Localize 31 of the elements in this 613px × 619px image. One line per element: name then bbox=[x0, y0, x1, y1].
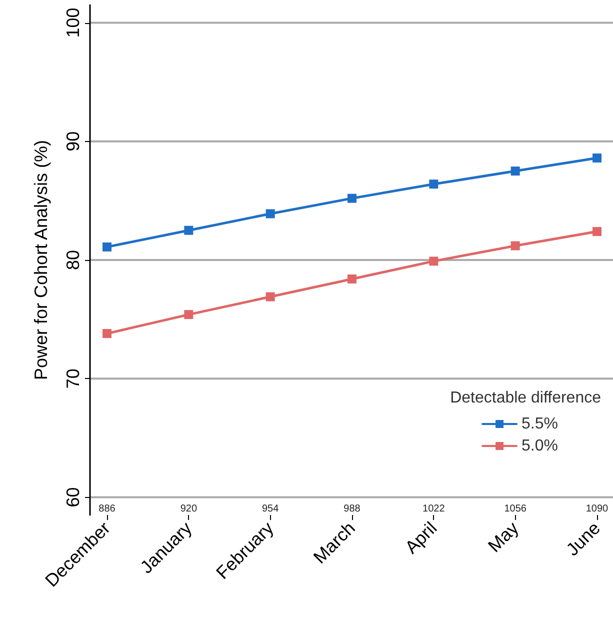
y-tick-label: 80 bbox=[63, 250, 83, 270]
point bbox=[348, 194, 356, 203]
y-tick-label: 100 bbox=[63, 8, 83, 38]
annotation: 920 bbox=[180, 504, 198, 514]
annotation: 1056 bbox=[504, 504, 527, 514]
point bbox=[348, 274, 356, 284]
legend-label: 5.0% bbox=[522, 438, 558, 454]
point bbox=[510, 241, 520, 250]
point bbox=[184, 226, 194, 235]
point bbox=[266, 209, 275, 218]
annotation: 954 bbox=[262, 504, 280, 514]
point bbox=[266, 292, 275, 302]
point bbox=[429, 180, 438, 189]
annotation: 886 bbox=[98, 504, 116, 514]
y-tick-label: 60 bbox=[63, 487, 83, 508]
point bbox=[102, 242, 112, 252]
annotation: 988 bbox=[344, 504, 361, 514]
legend-title: Detectable difference bbox=[450, 390, 602, 406]
y-tick-label: 90 bbox=[63, 131, 83, 152]
point bbox=[592, 154, 602, 162]
annotation: 1022 bbox=[422, 504, 446, 514]
point bbox=[510, 166, 520, 176]
y-tick-label: 70 bbox=[63, 368, 83, 389]
point bbox=[429, 256, 438, 266]
x-tick-label: May bbox=[484, 518, 522, 556]
y-axis-title: Power for Cohort Analysis (%) bbox=[31, 140, 51, 380]
point bbox=[102, 329, 112, 338]
legend-label: 5.5% bbox=[522, 416, 558, 432]
annotation: 1090 bbox=[586, 504, 609, 514]
point bbox=[184, 310, 194, 320]
point bbox=[592, 227, 602, 236]
